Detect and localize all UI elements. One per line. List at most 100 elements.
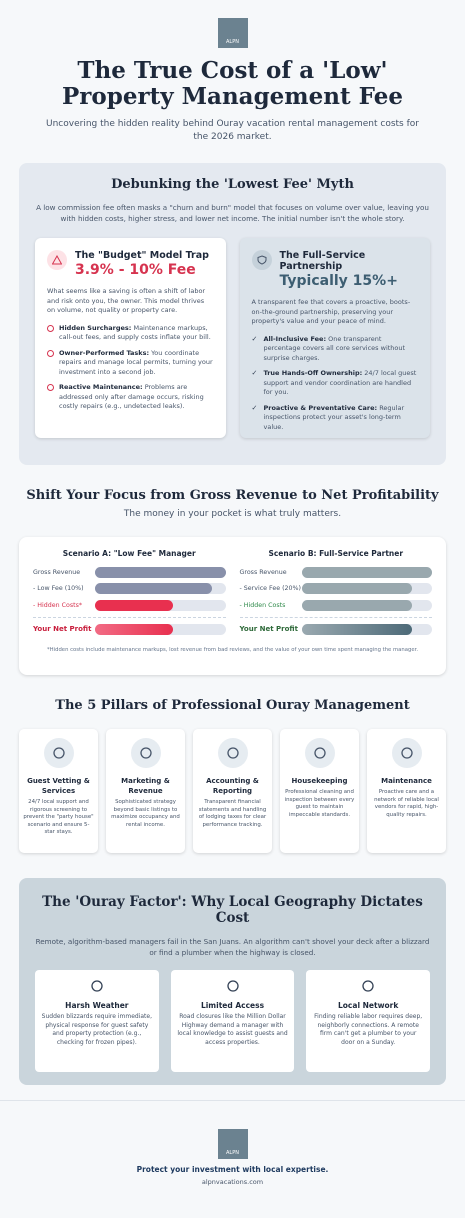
item-desc: 24/7 local guest support and vendor coor… (263, 369, 417, 396)
item-text: All-Inclusive Fee: One transparent perce… (264, 335, 419, 364)
list-item: Owner-Performed Tasks: You coordinate re… (47, 349, 214, 378)
logo: ALPN (217, 1129, 248, 1159)
bar-row: Your Net Profit (33, 616, 226, 638)
bar-track (301, 599, 432, 611)
intro: Remote, algorithm-based managers fail in… (35, 937, 430, 957)
bar-label: Gross Revenue (239, 568, 287, 576)
tagline: Protect your investment with local exper… (136, 1165, 329, 1174)
factor-icon (41, 978, 153, 997)
item-label: Proactive & Preventative Care: (263, 403, 378, 412)
item-label: All-Inclusive Fee: (263, 334, 327, 343)
scenario: Scenario B: Full-Service Partner Gross Re… (239, 549, 432, 638)
bullet-icon (47, 324, 54, 332)
card-title: The "Budget" Model Trap (75, 250, 209, 261)
logo-text: ALPN (226, 39, 239, 45)
item-label: Hidden Surcharges: (59, 323, 132, 332)
pillar-text: Proactive care and a network of reliable… (374, 789, 439, 818)
bar-label: - Low Fee (10%) (33, 585, 84, 593)
item-desc: You coordinate repairs and manage local … (59, 348, 213, 376)
header: ALPN The True Cost of a 'Low' Property M… (0, 18, 465, 144)
pillar-title: Marketing & Revenue (121, 777, 170, 795)
factor-title: Limited Access (200, 1001, 265, 1010)
factor-title: Harsh Weather (65, 1001, 129, 1010)
bullet-icon (47, 384, 54, 391)
url: alpnvacations.com (201, 1178, 264, 1186)
bar-row: Your Net Profit (239, 616, 432, 638)
pillar-title: Housekeeping (291, 777, 348, 785)
budget-card: The "Budget" Model Trap 3.9% - 10% Fee Wh… (35, 238, 226, 438)
pillar-icon (43, 738, 74, 768)
pillar-title: Maintenance (381, 777, 432, 785)
item-text: Hidden Surcharges: Maintenance markups, … (59, 324, 214, 343)
factor-icon (177, 978, 289, 997)
bar-label: Gross Revenue (33, 568, 81, 576)
item-desc: Maintenance markups, call-out fees, and … (59, 323, 211, 342)
pillar-text: Professional cleaning and inspection bet… (284, 789, 355, 818)
factor-card: Local Network Finding reliable labor requ… (306, 970, 431, 1072)
section-title: The 5 Pillars of Professional Ouray Mana… (55, 698, 410, 713)
pillar-card: Housekeeping Professional cleaning and in… (280, 729, 359, 853)
page: ALPN The True Cost of a 'Low' Property M… (0, 18, 465, 1218)
subtitle: The money in your pocket is what truly m… (123, 509, 342, 519)
pillar-icon (304, 738, 335, 768)
bar-row: - Low Fee (10%) (33, 581, 226, 598)
item-text: Owner-Performed Tasks: You coordinate re… (59, 349, 214, 378)
bar-track (301, 566, 432, 578)
check-icon: ✓ (251, 403, 258, 412)
section-title: The 'Ouray Factor': Why Local Geography … (42, 894, 423, 926)
bar-row: - Service Fee (20%) (240, 581, 432, 598)
logo: ALPN (217, 18, 248, 48)
item-desc: Problems are addressed only after damage… (59, 383, 204, 410)
logo-text: ALPN (226, 1150, 239, 1156)
scenario-title: Scenario A: "Low Fee" Manager (62, 549, 196, 558)
intro: A low commission fee often masks a "chur… (36, 203, 429, 223)
bar-row: - Hidden Costs* (33, 597, 226, 614)
item-text: Proactive & Preventative Care: Regular i… (264, 404, 419, 433)
pillar-title: Guest Vetting & Services (27, 777, 90, 795)
myth-section: Debunking the 'Lowest Fee' Myth A low co… (0, 163, 465, 465)
bar-track (95, 623, 226, 635)
section-title: Debunking the 'Lowest Fee' Myth (111, 177, 354, 192)
factor-title: Local Network (338, 1001, 399, 1010)
list-item: Hidden Surcharges: Maintenance markups, … (47, 324, 214, 343)
pillar-icon (391, 738, 422, 768)
list-item: ✓ All-Inclusive Fee: One transparent perc… (252, 335, 419, 364)
pillar-icon (130, 738, 161, 768)
bar-row: Gross Revenue (239, 564, 432, 581)
item-label: True Hands-Off Ownership: (263, 369, 363, 377)
item-text: True Hands-Off Ownership: 24/7 local gue… (264, 369, 419, 398)
pillar-icon (217, 738, 248, 768)
item-text: Reactive Maintenance: Problems are addre… (59, 383, 214, 412)
bar (301, 599, 413, 611)
pillar-card: Accounting & Reporting Transparent financ… (193, 729, 272, 853)
footer: ALPN Protect your investment with local … (0, 1100, 465, 1186)
check-icon: ✓ (251, 334, 258, 343)
factor-card: Harsh Weather Sudden blizzards require im… (35, 970, 159, 1072)
title: The True Cost of a 'Low' Property Manage… (62, 57, 403, 110)
section-title: Shift Your Focus from Gross Revenue to N… (26, 488, 439, 503)
bar-track (301, 623, 432, 635)
bar-row: Gross Revenue (33, 564, 226, 581)
pillars-section: The 5 Pillars of Professional Ouray Mana… (0, 698, 465, 853)
factor-text: Sudden blizzards require immediate, phys… (41, 1013, 152, 1046)
bar (95, 583, 213, 595)
bar-label: - Hidden Costs* (33, 601, 83, 609)
list-item: Reactive Maintenance: Problems are addre… (47, 383, 214, 412)
card-desc: A transparent fee that covers a proactiv… (251, 298, 411, 325)
list-item: ✓ Proactive & Preventative Care: Regular … (252, 404, 419, 433)
pillar-text: Sophisticated strategy beyond basic list… (111, 799, 180, 828)
pillar-card: Maintenance Proactive care and a network … (367, 729, 446, 853)
pillar-text: Transparent financial statements and han… (198, 799, 267, 828)
footnote: *Hidden costs include maintenance markup… (46, 646, 419, 653)
bar-track (301, 583, 432, 595)
shift-section: Shift Your Focus from Gross Revenue to N… (0, 488, 465, 675)
bar (95, 599, 174, 611)
bar (95, 623, 174, 635)
pillar-card: Marketing & Revenue Sophisticated strateg… (106, 729, 185, 853)
factor-icon (312, 978, 424, 997)
factor-text: Finding reliable labor requires deep, ne… (314, 1013, 423, 1046)
item-desc: One transparent percentage covers all co… (263, 334, 406, 362)
fee-range: 3.9% - 10% Fee (75, 262, 196, 278)
item-desc: Regular inspections protect your asset's… (263, 403, 405, 431)
bar-label: Your Net Profit (239, 625, 298, 633)
